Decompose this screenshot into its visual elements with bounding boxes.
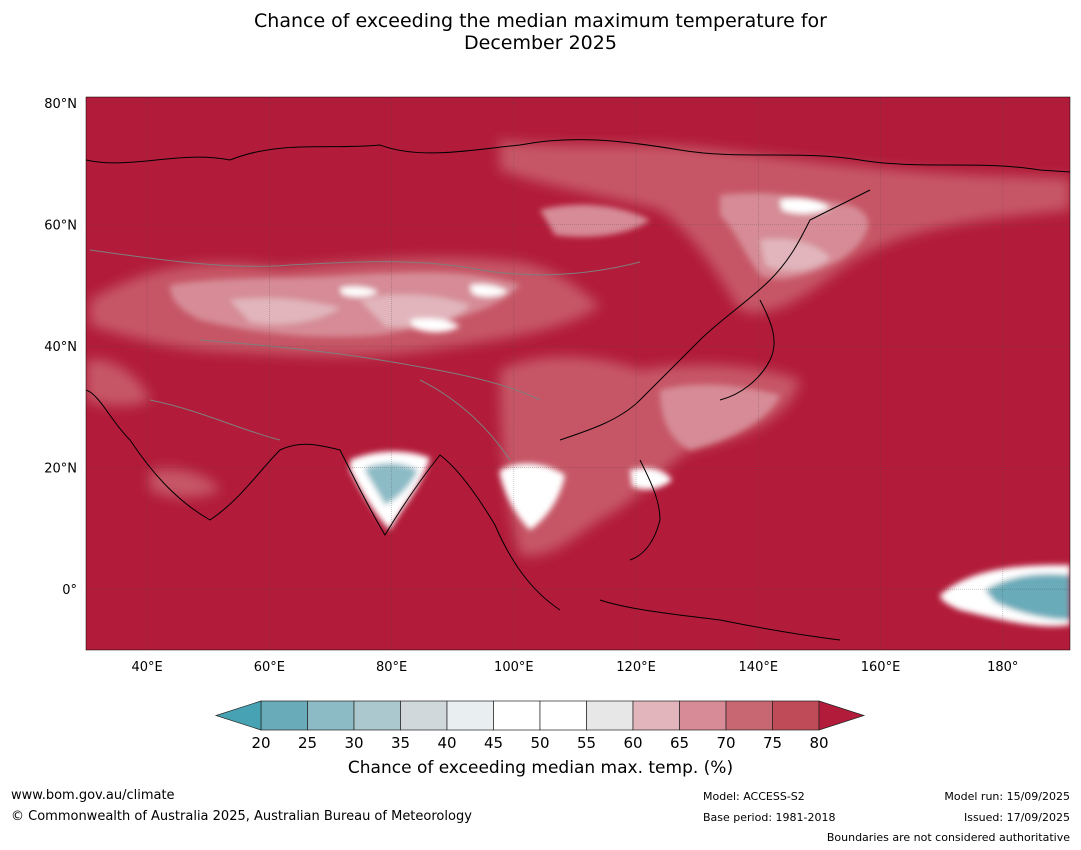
website-link[interactable]: www.bom.gov.au/climate [11,788,175,803]
colorbar-tick-label: 35 [391,734,410,752]
map-area [86,97,1070,650]
colorbar-low-extend [214,700,262,731]
longitude-label: 160°E [861,660,901,675]
map-title-line1: Chance of exceeding the median maximum t… [254,10,827,32]
colorbar-tick-label: 30 [344,734,363,752]
colorbar-tick-label: 60 [623,734,642,752]
colorbar-tick-label: 55 [577,734,596,752]
coastlines [86,139,1070,641]
colorbar-label: Chance of exceeding median max. temp. (%… [347,758,734,778]
colorbar-tick-label: 70 [716,734,735,752]
boundary-disclaimer: Boundaries are not considered authoritat… [826,831,1070,844]
model-name: Model: ACCESS-S2 [703,790,805,803]
colorbar-tick-label: 25 [298,734,317,752]
copyright-notice: © Commonwealth of Australia 2025, Austra… [11,809,472,824]
colorbar-tick-label: 50 [530,734,549,752]
colorbar-segment [446,700,494,731]
colorbar-segment [539,700,587,731]
colorbar-segment [679,700,727,731]
colorbar-tick-label: 80 [809,734,828,752]
longitude-label: 140°E [739,660,779,675]
colorbar: 20 25 30 35 40 45 50 55 60 65 70 75 80 [214,700,866,752]
colorbar-segment [772,700,820,731]
latitude-label: 40°N [44,340,77,355]
latitude-label: 20°N [44,462,77,477]
latitude-label: 0° [62,583,77,598]
longitude-label: 100°E [494,660,534,675]
colorbar-tick-label: 20 [251,734,270,752]
map-frame [85,96,1071,651]
colorbar-segment [493,700,541,731]
longitude-axis: 40°E 60°E 80°E 100°E 120°E 140°E 160°E 180° [131,660,1018,675]
graticule [86,97,1070,650]
colorbar-tick-label: 75 [763,734,782,752]
country-borders [89,249,641,461]
colorbar-tick-label: 65 [670,734,689,752]
colorbar-segment [586,700,634,731]
latitude-axis: 80°N 60°N 40°N 20°N 0° [44,97,77,598]
colorbar-tick-label: 40 [437,734,456,752]
colorbar-tick-label: 45 [484,734,503,752]
latitude-label: 80°N [44,97,77,112]
colorbar-segment [307,700,355,731]
colorbar-high-extend [818,700,866,731]
colorbar-segment [353,700,401,731]
colorbar-segment [400,700,448,731]
colorbar-segment [260,700,308,731]
colorbar-segment [632,700,680,731]
longitude-label: 180° [987,660,1018,675]
longitude-label: 120°E [616,660,656,675]
model-run-date: Model run: 15/09/2025 [944,790,1070,803]
latitude-label: 60°N [44,219,77,234]
longitude-label: 60°E [254,660,285,675]
longitude-label: 40°E [131,660,162,675]
map-title-line2: December 2025 [464,32,617,54]
longitude-label: 80°E [376,660,407,675]
colorbar-segment [725,700,773,731]
issued-date: Issued: 17/09/2025 [963,811,1070,824]
base-period: Base period: 1981-2018 [703,811,836,824]
map-title: Chance of exceeding the median maximum t… [0,10,1081,54]
